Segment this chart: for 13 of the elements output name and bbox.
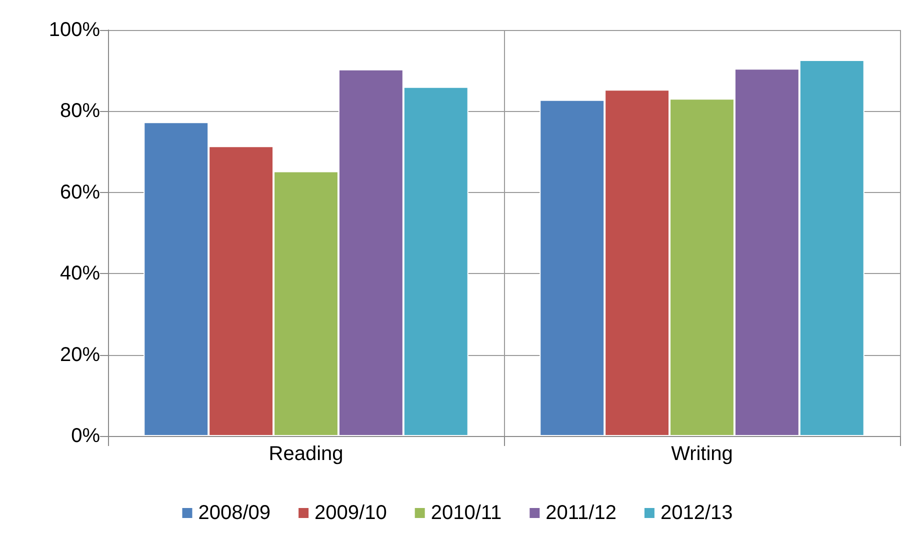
x-tick-label: Reading (268, 443, 344, 465)
legend-label: 2012/13 (660, 502, 733, 524)
y-tick-label: 80% (60, 100, 100, 122)
y-tick-label: 60% (60, 181, 100, 204)
legend-label: 2011/12 (546, 502, 616, 524)
legend-label: 2008/09 (198, 502, 271, 524)
legend-label: 2009/10 (314, 502, 387, 524)
y-tick-label: 40% (60, 262, 100, 285)
y-tick-label: 0% (71, 425, 100, 447)
y-tick-label: 20% (60, 344, 100, 366)
legend-label: 2010/11 (430, 502, 502, 524)
y-tick-label: 100% (48, 19, 100, 41)
x-tick-label: Writing (671, 443, 733, 465)
